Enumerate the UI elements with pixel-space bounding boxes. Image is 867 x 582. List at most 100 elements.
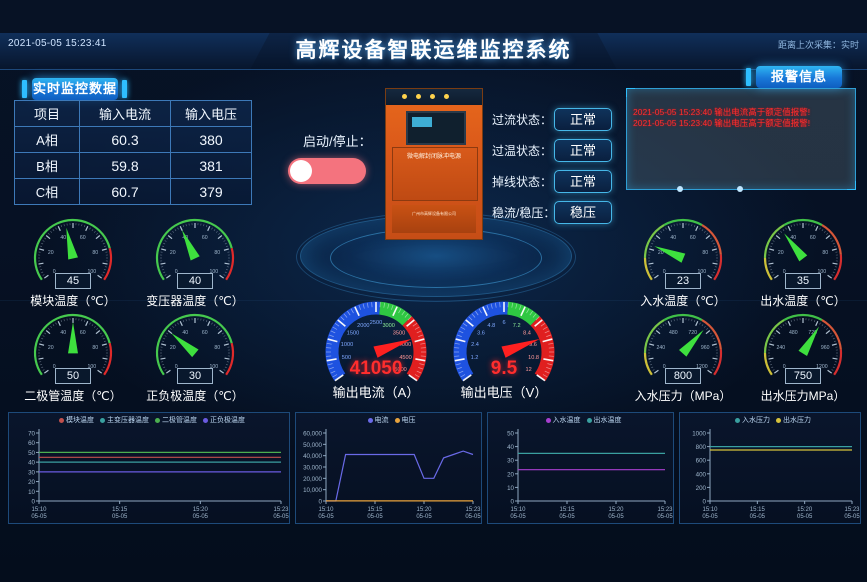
status-badge: 稳压 (554, 201, 612, 224)
monitor-panel-caption: 实时监控数据 (32, 78, 118, 100)
gauge-value: 30 (140, 366, 250, 384)
svg-text:2000: 2000 (357, 323, 369, 329)
gauge-label: 出水压力MPa） (760, 389, 846, 403)
svg-text:8.4: 8.4 (523, 331, 531, 337)
gauge-transformer-temp: 02040608010040变压器温度（℃） (140, 208, 250, 314)
svg-text:05-05: 05-05 (273, 514, 289, 520)
svg-text:15:23: 15:23 (657, 507, 673, 513)
status-label: 掉线状态： (492, 175, 553, 189)
svg-text:500: 500 (342, 355, 351, 361)
col-voltage: 输入电压 (170, 100, 252, 127)
page-title: 高辉设备智联运维监控系统 (295, 39, 572, 62)
gauge-label: 模块温度（℃） (30, 294, 116, 308)
status-badge: 正常 (554, 108, 612, 131)
svg-text:05-05: 05-05 (112, 514, 128, 520)
svg-text:05-05: 05-05 (416, 514, 432, 520)
svg-text:200: 200 (696, 485, 707, 492)
svg-text:15:10: 15:10 (31, 507, 47, 513)
status-row: 过温状态： 正常 (492, 139, 612, 165)
svg-text:10: 10 (28, 489, 35, 496)
svg-text:05-05: 05-05 (318, 514, 334, 520)
alarm-panel[interactable]: 2021-05-05 15:23:40 输出电流高于额定值报警! 2021-05… (626, 88, 856, 192)
svg-text:50: 50 (507, 431, 514, 438)
svg-text:20: 20 (778, 250, 784, 256)
svg-text:05-05: 05-05 (608, 514, 624, 520)
gauge-value: 9.5 (490, 358, 518, 379)
svg-text:40: 40 (670, 235, 676, 241)
svg-text:60: 60 (28, 440, 35, 447)
gauge-value: 45 (18, 271, 128, 289)
svg-text:30: 30 (28, 469, 35, 476)
svg-text:600: 600 (696, 458, 707, 465)
svg-text:05-05: 05-05 (559, 514, 575, 520)
gauge-value: 750 (748, 366, 858, 384)
svg-text:0: 0 (32, 499, 36, 506)
app-header: 高辉设备智联运维监控系统 (0, 33, 867, 70)
chart-temperatures[interactable]: 0 10 20 30 40 50 60 70 15:10 05-05 15:15 05-05 15:20… (8, 412, 290, 524)
svg-text:3000: 3000 (382, 323, 394, 329)
start-stop-label: 启动/停止： (303, 134, 372, 149)
chart-current-voltage[interactable]: 0 10,000 20,000 30,000 40,000 50,000 60,000 15:… (295, 412, 482, 524)
cabinet-screen (406, 111, 466, 145)
svg-text:0: 0 (53, 269, 56, 275)
chart-water-temperature[interactable]: 0 10 20 30 40 50 15:10 05-05 15:15 05-05 15:20 05-0… (487, 412, 674, 524)
chart-legend: 入水压力 出水压力 (680, 415, 860, 425)
svg-text:60: 60 (202, 235, 208, 241)
gauge-value: 23 (628, 271, 738, 289)
row-voltage: 379 (170, 178, 252, 205)
svg-text:4500: 4500 (399, 355, 411, 361)
svg-text:15:15: 15:15 (367, 507, 383, 513)
svg-text:15:15: 15:15 (750, 507, 766, 513)
svg-text:240: 240 (656, 345, 665, 351)
svg-text:60: 60 (810, 235, 816, 241)
svg-text:1200: 1200 (696, 364, 708, 370)
svg-text:720: 720 (808, 330, 817, 336)
alarm-dot (677, 186, 683, 192)
legend-label: 模块温度 (66, 417, 94, 424)
cabinet-top-panel (386, 89, 482, 105)
svg-text:100: 100 (698, 269, 707, 275)
svg-text:80: 80 (702, 250, 708, 256)
svg-text:15:15: 15:15 (112, 507, 128, 513)
svg-text:100: 100 (210, 364, 219, 370)
alarm-cap-bar (746, 68, 751, 86)
gauge-label: 输出电流（A） (332, 385, 420, 400)
indicator-led (444, 94, 449, 99)
svg-text:80: 80 (92, 345, 98, 351)
gauge-value: 40 (140, 271, 250, 289)
corner-mark (847, 181, 856, 190)
svg-text:1000: 1000 (692, 431, 706, 438)
svg-text:720: 720 (688, 330, 697, 336)
svg-text:240: 240 (776, 345, 785, 351)
svg-text:60: 60 (202, 330, 208, 336)
collect-status-text: 距离上次采集：实时 (777, 40, 859, 50)
gauge-label: 二极管温度（℃） (24, 389, 122, 403)
chart-water-pressure[interactable]: 0 200 400 600 800 1000 15:10 05-05 15:15 05-05 15:… (679, 412, 861, 524)
gauge-label: 变压器温度（℃） (146, 294, 244, 308)
status-label: 过流状态： (492, 113, 553, 127)
svg-text:15:23: 15:23 (273, 507, 289, 513)
svg-text:20: 20 (170, 345, 176, 351)
svg-text:40: 40 (28, 460, 35, 467)
alarm-line-list: 2021-05-05 15:23:40 输出电流高于额定值报警! 2021-05… (627, 107, 855, 129)
legend-marker-icon (155, 417, 160, 423)
svg-text:80: 80 (214, 345, 220, 351)
legend-marker-icon (586, 417, 592, 423)
svg-text:15:23: 15:23 (844, 507, 860, 513)
svg-text:20: 20 (658, 250, 664, 256)
legend-marker-icon (394, 417, 400, 423)
svg-text:100: 100 (210, 269, 219, 275)
svg-text:100: 100 (818, 269, 827, 275)
svg-text:960: 960 (701, 345, 710, 351)
svg-text:4.8: 4.8 (487, 323, 495, 329)
cabinet-company-label: 广州市高辉设备有限公司 (412, 211, 456, 216)
svg-text:0: 0 (53, 364, 56, 370)
svg-text:60: 60 (80, 330, 86, 336)
gauge-value: 800 (628, 366, 738, 384)
start-stop-toggle[interactable] (288, 158, 366, 184)
chart-legend: 模块温度 主变压器温度 二极管温度 正负极温度 (9, 415, 289, 425)
svg-text:70: 70 (28, 431, 35, 438)
